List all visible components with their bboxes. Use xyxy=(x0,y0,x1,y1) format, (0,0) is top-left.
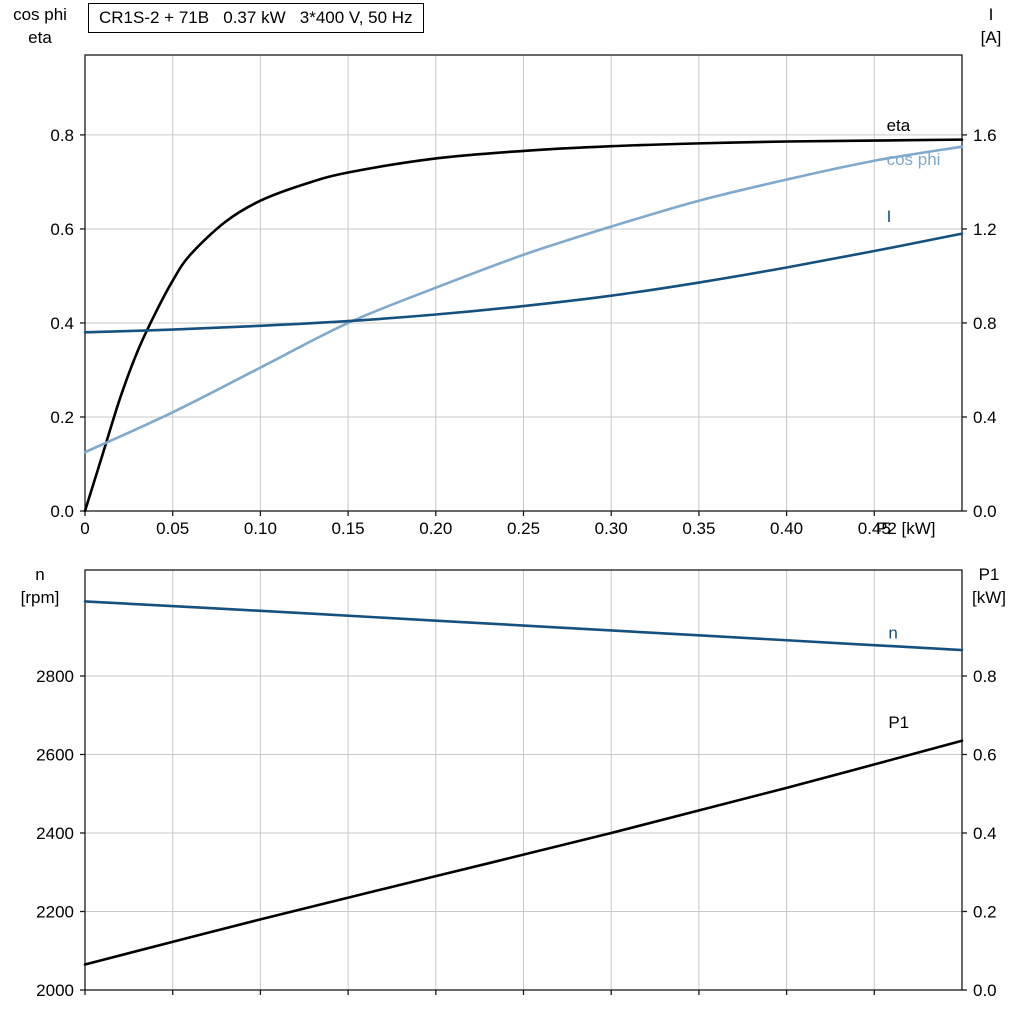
right-tick-label: 0.0 xyxy=(973,502,997,521)
left-tick-label: 0.4 xyxy=(50,314,74,333)
left-tick-label: 0.2 xyxy=(50,408,74,427)
left-tick-label: 2200 xyxy=(36,903,74,922)
left-tick-label: 0.6 xyxy=(50,220,74,239)
chart-0: 0 0.05 0.10 0.15 0.20 0.25 0.30 0.35 0.40 0.45 0.0… xyxy=(50,54,997,538)
right-tick-label: 0.4 xyxy=(973,408,997,427)
right-tick-label: 0.0 xyxy=(973,981,997,1000)
current-axis-label: I xyxy=(988,5,994,24)
cos-phi-axis-label: cos phi xyxy=(13,5,67,24)
x-tick-label: 0.45 xyxy=(858,519,891,538)
right-tick-label: 0.6 xyxy=(973,745,997,764)
current-axis-unit: [A] xyxy=(980,28,1002,47)
speed-axis-unit: [rpm] xyxy=(20,588,60,607)
top-right-axis-title: I [A] xyxy=(964,3,1018,49)
x-tick-label: 0.20 xyxy=(419,519,452,538)
n-curve xyxy=(83,600,964,652)
top-left-axis-title: cos phi eta xyxy=(6,3,74,49)
I-curve-label: I xyxy=(887,207,892,226)
cos-phi-curve-label: cos phi xyxy=(887,150,941,169)
right-tick-label: 1.2 xyxy=(973,220,997,239)
power-axis-label: P1 xyxy=(978,565,1000,584)
chart-title-box: CR1S-2 + 71B 0.37 kW 3*400 V, 50 Hz xyxy=(88,3,424,33)
x-tick-label: 0.05 xyxy=(156,519,189,538)
x-tick-label: 0 xyxy=(80,519,89,538)
left-tick-label: 2400 xyxy=(36,824,74,843)
x-tick-label: 0.35 xyxy=(682,519,715,538)
speed-axis-title: n [rpm] xyxy=(6,563,74,609)
P1-curve xyxy=(83,739,964,966)
left-tick-label: 0.8 xyxy=(50,126,74,145)
power-axis-title: P1 [kW] xyxy=(960,563,1018,609)
right-tick-label: 1.6 xyxy=(973,126,997,145)
chart-1: 2000 2200 2400 2600 2800 0.0 0.2 0.4 0.6 0.8 n P1 xyxy=(36,569,997,1000)
speed-axis-label: n xyxy=(35,565,45,584)
eta-axis-label: eta xyxy=(28,28,52,47)
x-tick-label: 0.25 xyxy=(507,519,540,538)
x-tick-label: 0.30 xyxy=(595,519,628,538)
eta-curve-label: eta xyxy=(887,116,911,135)
I-curve xyxy=(83,232,964,334)
right-tick-label: 0.2 xyxy=(973,903,997,922)
left-tick-label: 0.0 xyxy=(50,502,74,521)
left-tick-label: 2000 xyxy=(36,981,74,1000)
power-axis-unit: [kW] xyxy=(972,588,1006,607)
n-curve-label: n xyxy=(888,624,897,643)
left-tick-label: 2800 xyxy=(36,667,74,686)
x-tick-label: 0.15 xyxy=(332,519,365,538)
x-axis-label: P2 [kW] xyxy=(876,519,936,538)
left-tick-label: 2600 xyxy=(36,745,74,764)
right-tick-label: 0.8 xyxy=(973,314,997,333)
eta-curve xyxy=(83,138,964,513)
P1-curve-label: P1 xyxy=(888,713,909,732)
x-tick-label: 0.10 xyxy=(244,519,277,538)
right-tick-label: 0.4 xyxy=(973,824,997,843)
cos-phi-curve xyxy=(83,145,964,454)
x-tick-label: 0.40 xyxy=(770,519,803,538)
right-tick-label: 0.8 xyxy=(973,667,997,686)
